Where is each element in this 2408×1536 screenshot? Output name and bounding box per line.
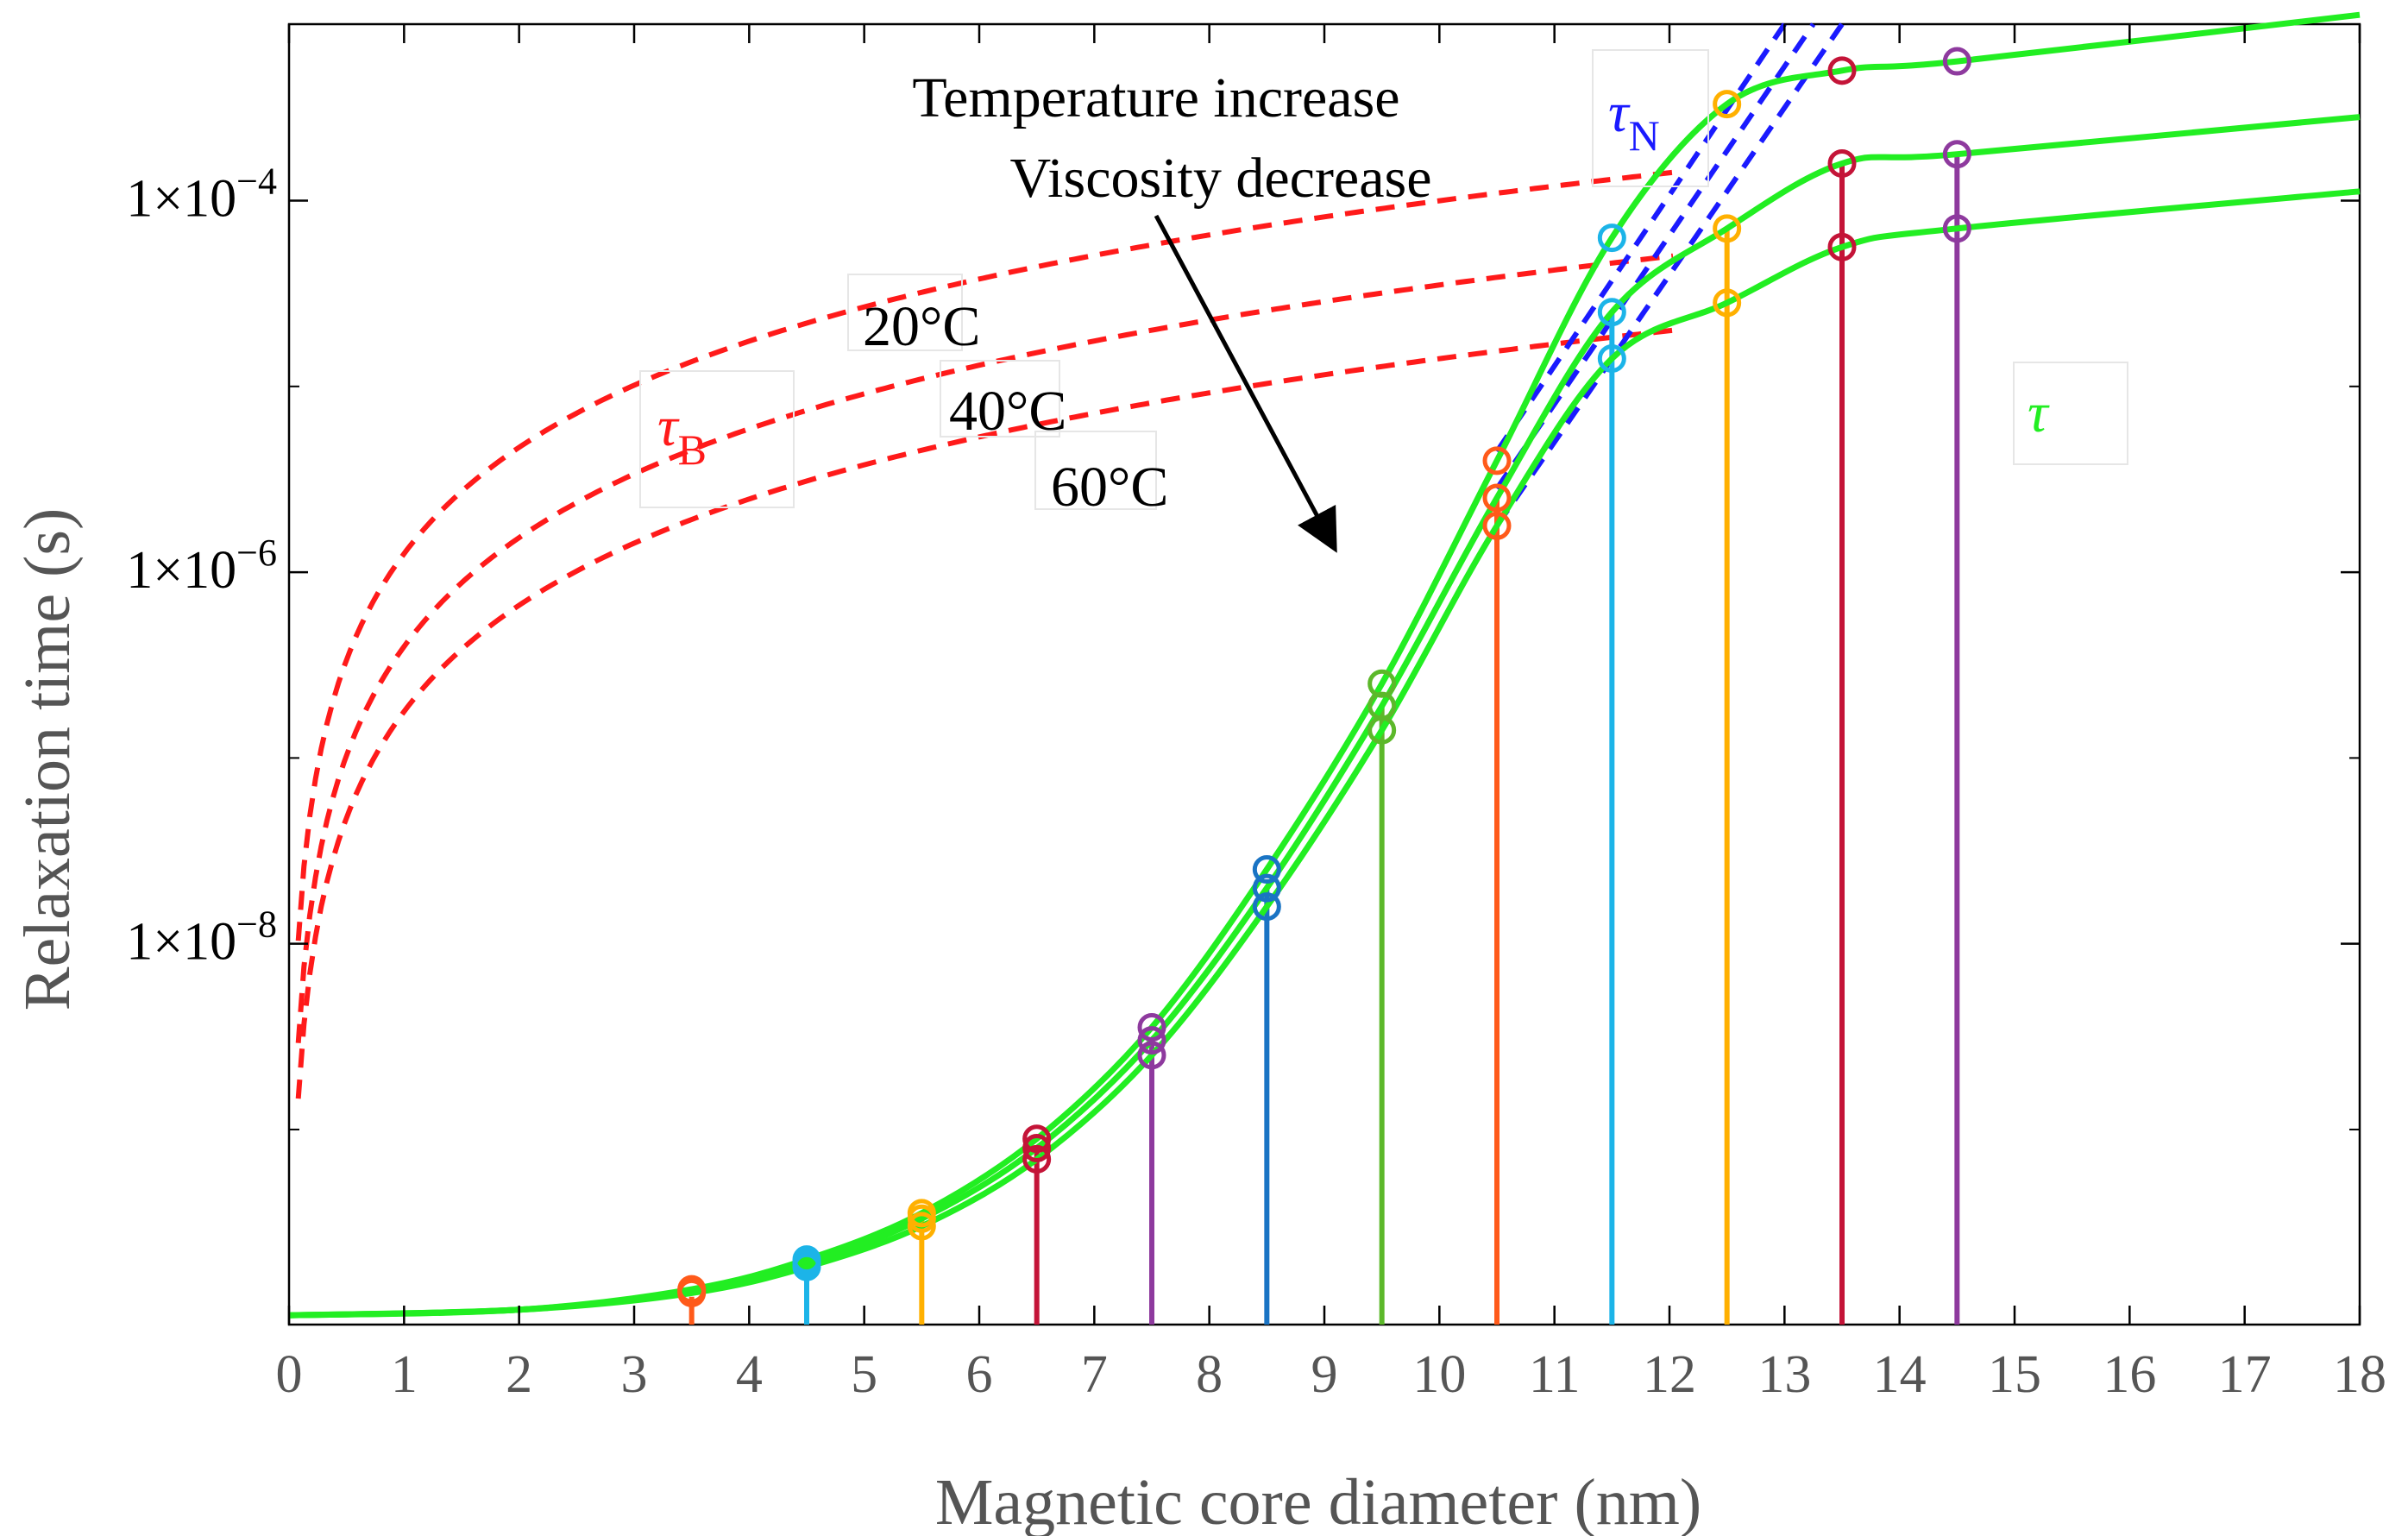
label-box-tau-b [639, 370, 795, 508]
x-tick-label: 12 [1643, 1345, 1696, 1404]
data-point-marker [1022, 1133, 1052, 1162]
x-tick-label: 10 [1412, 1345, 1466, 1404]
y-tick-exponent: −6 [236, 532, 277, 574]
x-tick-label: 13 [1757, 1345, 1811, 1404]
x-tick-label: 17 [2218, 1345, 2272, 1404]
brownian-curve-2 [295, 253, 1674, 1043]
x-tick-label: 16 [2103, 1345, 2156, 1404]
data-point-marker [1137, 1013, 1166, 1042]
neel-curve-1 [1494, 22, 1787, 453]
tau-curve-2 [288, 114, 2361, 1319]
x-tick-label: 5 [851, 1345, 877, 1404]
label-40c: 40°C [949, 380, 1066, 443]
y-tick-label: 1×10−4 [126, 161, 277, 229]
data-point-marker [1597, 223, 1626, 253]
annotation-temperature-increase: Temperature increase [912, 66, 1399, 129]
x-tick-label: 14 [1873, 1345, 1927, 1404]
data-point-marker [1942, 214, 1971, 243]
data-point-marker [1137, 1041, 1166, 1070]
temperature-arrow [1154, 214, 1337, 553]
data-point-marker [1827, 148, 1857, 178]
y-tick-exponent: −4 [236, 161, 277, 203]
x-tick-label: 8 [1196, 1345, 1223, 1404]
x-tick-label: 2 [506, 1345, 532, 1404]
tau-n-label: τN [1608, 81, 1660, 160]
data-point-marker [1252, 892, 1281, 922]
y-tick-mantissa: 1×10 [126, 541, 236, 600]
tau-n-subscript: N [1629, 111, 1660, 160]
data-point-marker [1482, 483, 1512, 513]
brownian-curve-1 [295, 169, 1674, 941]
x-tick-label: 9 [1311, 1345, 1338, 1404]
axis-ticks: 0 1 2 3 4 5 6 7 8 9 10 11 12 13 14 15 16 17 181×10−41×10−6… [126, 24, 2386, 1404]
neel-curve-3 [1494, 22, 1845, 528]
x-tick-label: 15 [1988, 1345, 2041, 1404]
data-point-marker [1022, 1124, 1052, 1154]
x-tick-label: 11 [1529, 1345, 1581, 1404]
data-point-marker [792, 1252, 821, 1281]
data-point-marker [1482, 511, 1512, 540]
data-point-marker [1482, 446, 1512, 475]
tau-curve-1 [288, 11, 2361, 1319]
data-point-marker [1367, 715, 1397, 745]
data-point-marker [1713, 214, 1742, 243]
label-box-tau [2013, 362, 2128, 465]
label-box-20c [847, 274, 963, 351]
label-60c: 60°C [1051, 456, 1168, 519]
y-axis-title: Relaxation time (s) [11, 508, 84, 1011]
label-box-60c [1034, 431, 1157, 510]
x-tick-label: 18 [2333, 1345, 2386, 1404]
x-tick-label: 4 [736, 1345, 763, 1404]
circle-markers [677, 47, 1971, 1307]
tau-label: τ [2028, 381, 2050, 444]
data-point-marker [907, 1212, 936, 1241]
data-point-marker [677, 1278, 707, 1307]
data-point-marker [1827, 56, 1857, 85]
brownian-curve-3 [295, 327, 1674, 1099]
data-point-marker [1597, 344, 1626, 374]
x-tick-label: 6 [966, 1345, 993, 1404]
data-point-marker [1942, 140, 1971, 169]
y-tick-mantissa: 1×10 [126, 170, 236, 229]
tau-curve-3 [288, 188, 2361, 1319]
data-point-marker [1252, 855, 1281, 884]
tau-b-symbol: τ [657, 395, 680, 458]
data-point-marker [1597, 298, 1626, 327]
x-tick-label: 1 [391, 1345, 418, 1404]
label-box-40c [940, 360, 1060, 438]
label-box-tau-n [1592, 49, 1709, 187]
data-point-marker [1827, 232, 1857, 261]
y-tick-label: 1×10−6 [126, 532, 277, 600]
label-20c: 20°C [863, 295, 980, 358]
data-point-marker [1137, 1026, 1166, 1055]
x-tick-label: 0 [276, 1345, 303, 1404]
y-tick-exponent: −8 [236, 903, 277, 946]
annotation-viscosity-decrease: Viscosity decrease [1009, 147, 1431, 210]
data-point-marker [1252, 873, 1281, 903]
brownian-curves [295, 169, 1674, 1099]
data-point-marker [1713, 288, 1742, 318]
tau-b-subscript: B [678, 425, 707, 474]
x-tick-label: 3 [621, 1345, 648, 1404]
tau-b-label: τB [657, 395, 707, 474]
x-axis-title: Magnetic core diameter (nm) [935, 1466, 1701, 1536]
y-tick-label: 1×10−8 [126, 903, 277, 972]
tau-n-symbol: τ [1608, 81, 1631, 144]
data-point-marker [1022, 1144, 1052, 1174]
neel-curves [1494, 22, 1845, 528]
y-tick-mantissa: 1×10 [126, 913, 236, 972]
tau-curves [288, 11, 2361, 1319]
x-tick-label: 7 [1081, 1345, 1108, 1404]
data-point-marker [1942, 47, 1971, 76]
data-point-marker [1713, 90, 1742, 119]
